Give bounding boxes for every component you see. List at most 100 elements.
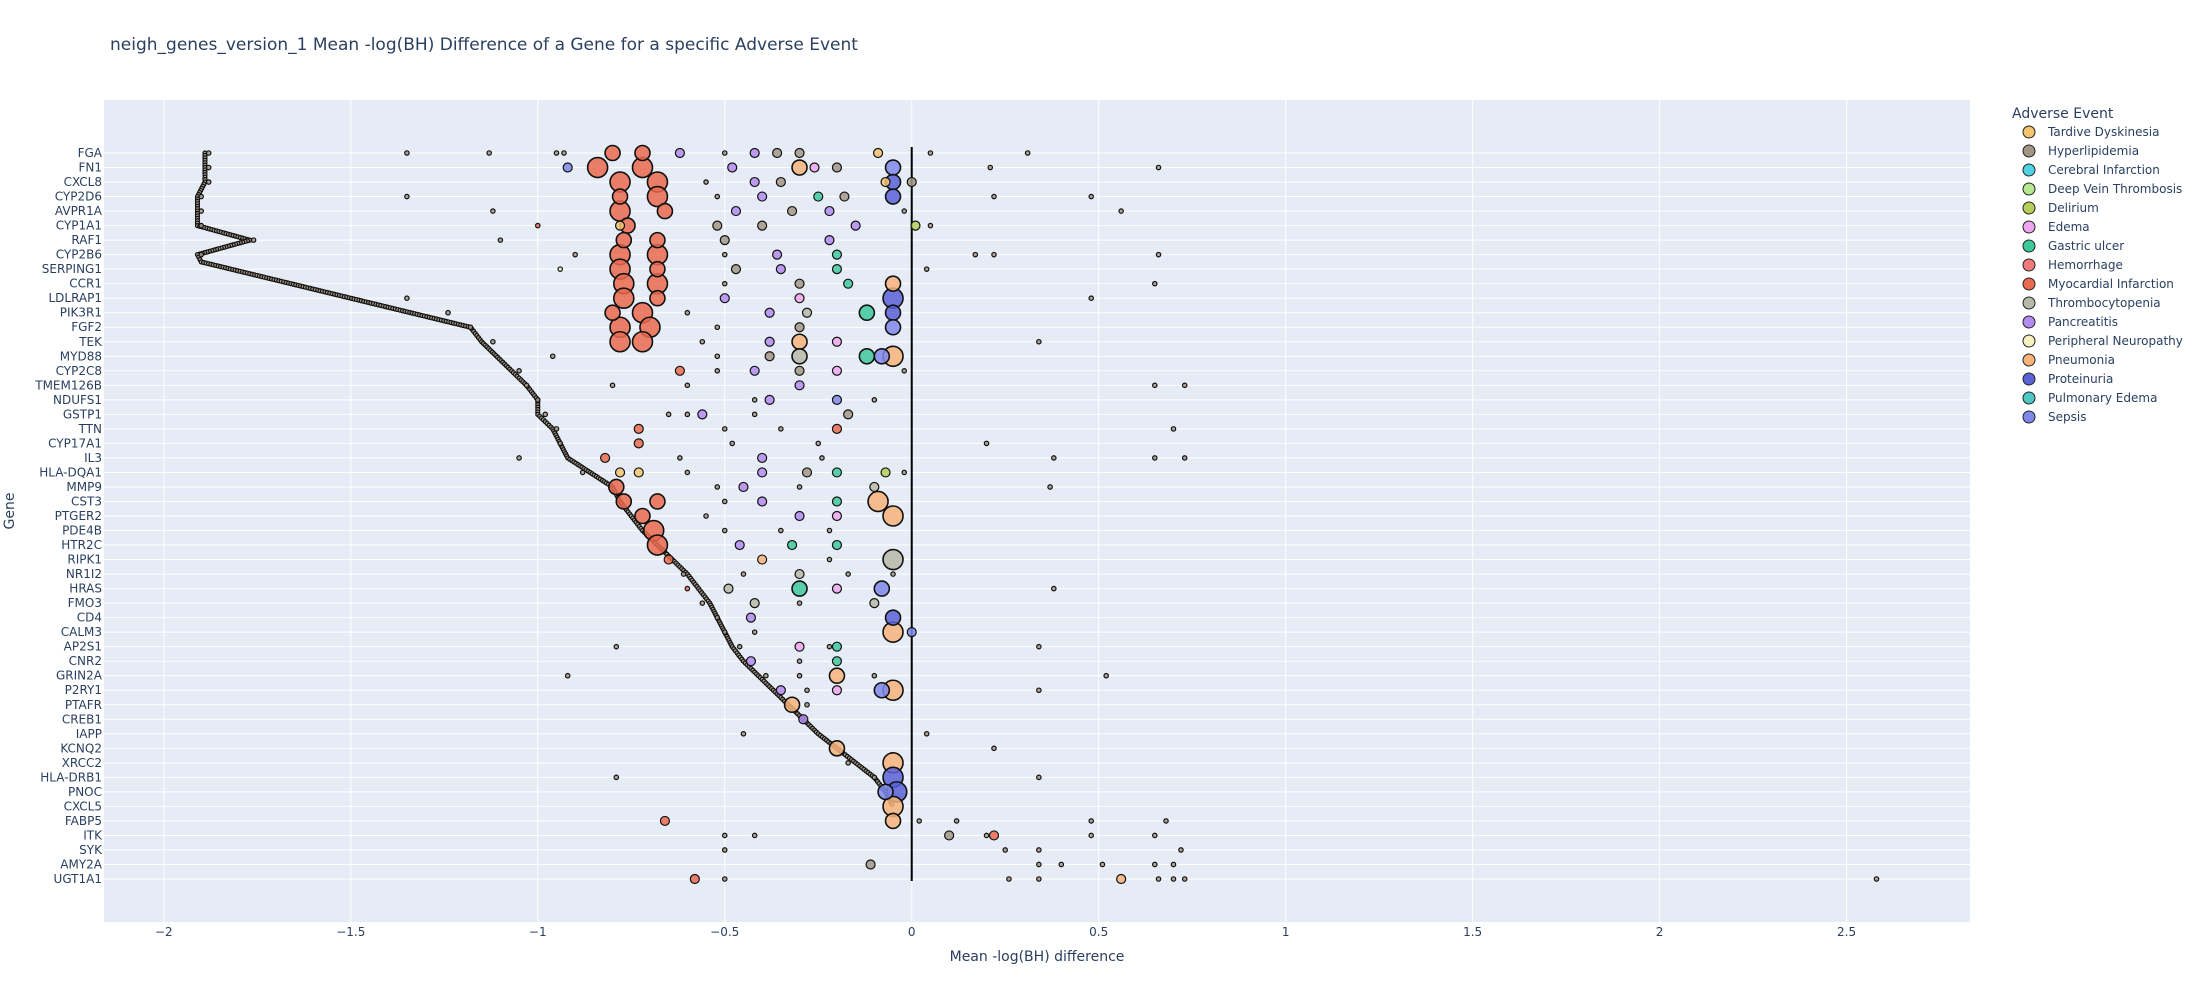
data-point: [608, 478, 625, 496]
y-tick-label: CALM3: [61, 625, 102, 639]
data-point: [1047, 484, 1053, 490]
data-point: [1036, 643, 1042, 650]
legend-swatch: [2022, 239, 2036, 253]
data-point: [988, 830, 1000, 841]
legend: Adverse Event Tardive Dyskinesia Hyperlip…: [2012, 106, 2183, 424]
data-point: [794, 322, 805, 333]
legend-swatch: [2022, 296, 2036, 310]
y-tick-label: NR1I2: [66, 567, 102, 581]
data-point: [714, 353, 721, 360]
data-point: [751, 411, 758, 418]
legend-label: Gastric ulcer: [2048, 239, 2124, 253]
data-point: [831, 162, 843, 173]
data-point: [714, 614, 721, 621]
data-point: [699, 600, 706, 606]
data-point: [882, 548, 904, 571]
data-point: [730, 264, 742, 275]
legend-swatch: [2022, 201, 2036, 215]
data-point: [764, 351, 775, 362]
data-point: [1036, 774, 1042, 781]
y-tick-label: SERPING1: [42, 262, 102, 276]
data-point: [828, 740, 846, 757]
legend-label: Pancreatitis: [2048, 315, 2118, 329]
y-tick-label: HRAS: [69, 582, 102, 596]
x-tick-label: 2: [1656, 925, 1664, 939]
data-point: [557, 266, 564, 272]
data-point: [858, 347, 876, 365]
data-point: [831, 510, 843, 522]
data-point: [749, 598, 760, 609]
data-point: [778, 527, 784, 534]
data-point: [721, 280, 728, 287]
data-point: [738, 481, 749, 493]
data-point: [198, 251, 205, 258]
y-tick-label: FABP5: [65, 814, 102, 828]
data-point: [719, 293, 730, 304]
data-point: [745, 656, 757, 667]
data-point: [649, 493, 666, 510]
data-point: [906, 176, 917, 188]
data-point: [791, 580, 808, 597]
data-point: [680, 571, 687, 577]
x-tick-label: 1.5: [1463, 925, 1482, 939]
data-point: [1151, 832, 1158, 839]
y-tick-label: FMO3: [68, 596, 102, 610]
data-point: [882, 505, 904, 527]
data-point: [1155, 876, 1162, 882]
data-point: [858, 304, 876, 322]
y-tick-label: RIPK1: [67, 553, 102, 567]
data-point: [801, 467, 813, 478]
data-point: [615, 231, 633, 249]
legend-swatch: [2022, 410, 2036, 424]
data-point: [1163, 818, 1169, 824]
data-points: [198, 144, 1880, 885]
data-point: [786, 539, 798, 551]
data-point: [831, 264, 843, 275]
data-point: [674, 365, 685, 376]
data-point: [730, 205, 742, 217]
data-point: [749, 176, 760, 188]
data-point: [1006, 876, 1012, 882]
data-point: [757, 467, 768, 478]
data-point: [1058, 861, 1065, 868]
data-point: [804, 687, 810, 694]
data-point: [880, 467, 891, 478]
data-point: [721, 527, 728, 534]
data-point: [845, 760, 851, 766]
data-point: [205, 179, 212, 185]
y-tick-label: CD4: [77, 611, 102, 625]
data-point: [250, 237, 257, 243]
data-point: [794, 365, 805, 376]
y-tick-label: PDE4B: [62, 524, 102, 538]
data-point: [721, 847, 728, 853]
data-point: [757, 220, 768, 231]
data-point: [634, 144, 651, 162]
data-point: [831, 539, 843, 551]
data-point: [877, 783, 894, 801]
y-tick-label: LDLRAP1: [48, 291, 102, 305]
data-point: [1178, 847, 1184, 853]
data-point: [1036, 687, 1042, 694]
legend-swatch: [2022, 334, 2036, 348]
data-point: [549, 353, 556, 360]
data-point: [1151, 455, 1158, 461]
x-tick-label: 0.5: [1089, 925, 1108, 939]
data-point: [794, 293, 805, 304]
data-point: [783, 696, 801, 714]
data-point: [613, 774, 620, 781]
data-point: [871, 397, 878, 403]
data-point: [1151, 280, 1158, 287]
legend-label: Thrombocytopenia: [2047, 296, 2161, 310]
data-point: [775, 176, 786, 188]
data-point: [490, 338, 496, 345]
data-point: [633, 467, 644, 478]
data-point: [824, 235, 835, 246]
data-point: [613, 643, 620, 650]
data-point: [826, 527, 833, 534]
data-point: [534, 222, 541, 229]
data-point: [791, 347, 808, 365]
data-point: [1181, 455, 1188, 461]
data-point: [633, 423, 644, 434]
data-point: [604, 304, 621, 322]
